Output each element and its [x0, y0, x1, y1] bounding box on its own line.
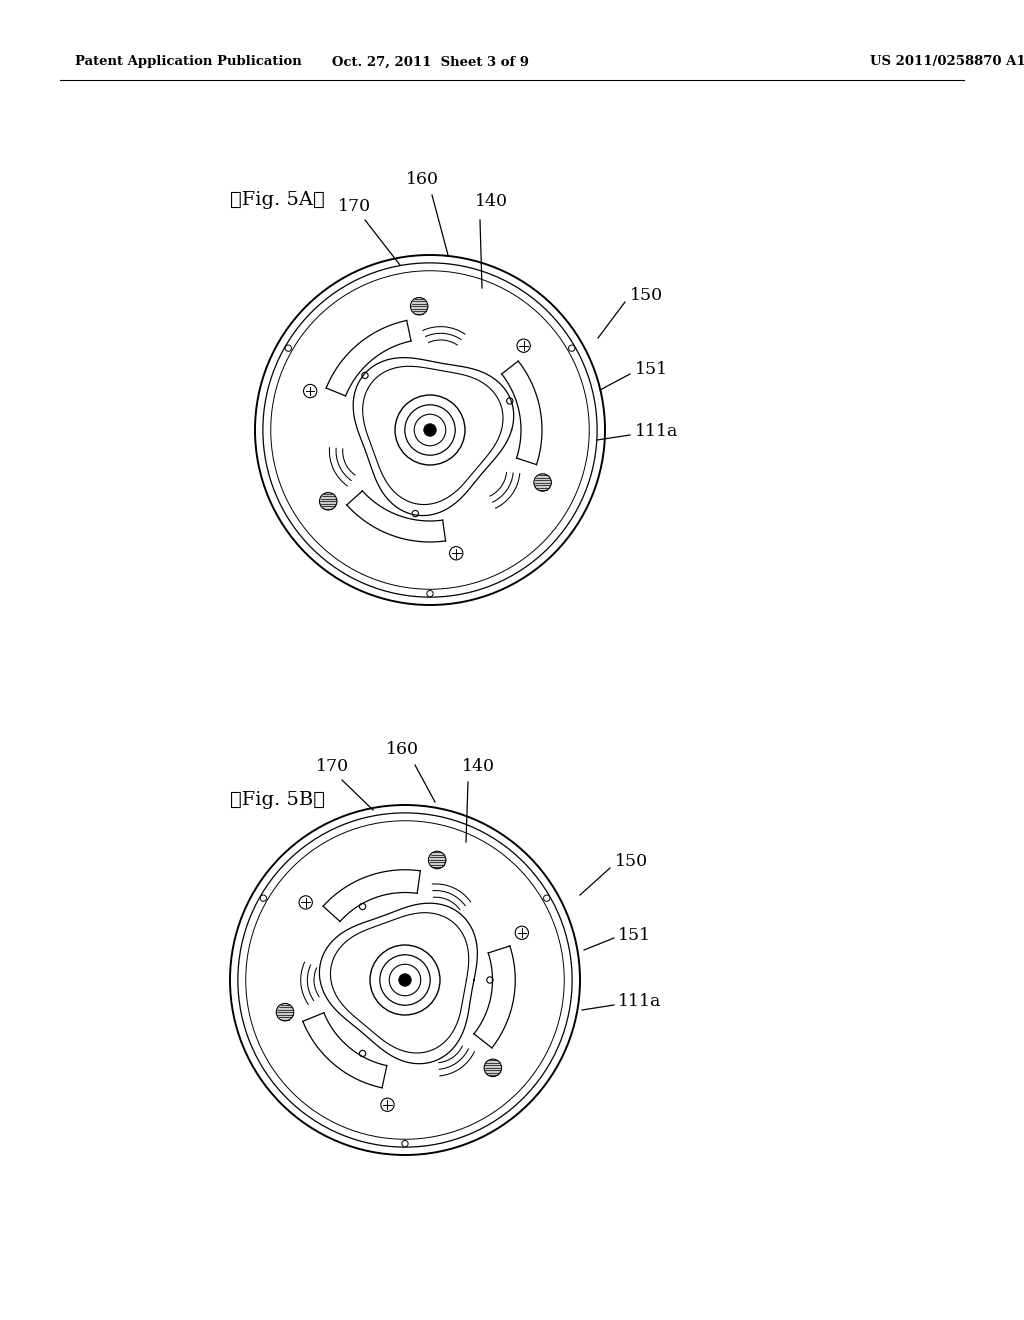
Text: Patent Application Publication: Patent Application Publication	[75, 55, 302, 69]
Text: 【Fig. 5B】: 【Fig. 5B】	[230, 791, 325, 809]
Text: 150: 150	[630, 286, 664, 304]
Text: 【Fig. 5A】: 【Fig. 5A】	[230, 191, 325, 209]
Circle shape	[411, 297, 428, 315]
Text: Oct. 27, 2011  Sheet 3 of 9: Oct. 27, 2011 Sheet 3 of 9	[332, 55, 528, 69]
Circle shape	[401, 1140, 409, 1147]
Circle shape	[285, 345, 292, 351]
Circle shape	[544, 895, 550, 902]
Circle shape	[428, 851, 445, 869]
Circle shape	[568, 345, 574, 351]
Circle shape	[260, 895, 266, 902]
Text: 140: 140	[475, 193, 508, 210]
Text: 170: 170	[315, 758, 348, 775]
Circle shape	[276, 1003, 294, 1020]
Circle shape	[398, 974, 412, 986]
Text: 151: 151	[618, 927, 651, 944]
Circle shape	[427, 590, 433, 597]
Circle shape	[319, 492, 337, 510]
Circle shape	[534, 474, 551, 491]
Text: 160: 160	[385, 741, 419, 758]
Text: 170: 170	[339, 198, 372, 215]
Text: 111a: 111a	[618, 994, 662, 1011]
Text: 111a: 111a	[635, 424, 678, 441]
Text: 160: 160	[406, 172, 438, 187]
Text: 150: 150	[615, 854, 648, 870]
Circle shape	[424, 424, 436, 437]
Text: 140: 140	[462, 758, 495, 775]
Circle shape	[484, 1059, 502, 1077]
Text: US 2011/0258870 A1: US 2011/0258870 A1	[870, 55, 1024, 69]
Text: 151: 151	[635, 362, 668, 379]
